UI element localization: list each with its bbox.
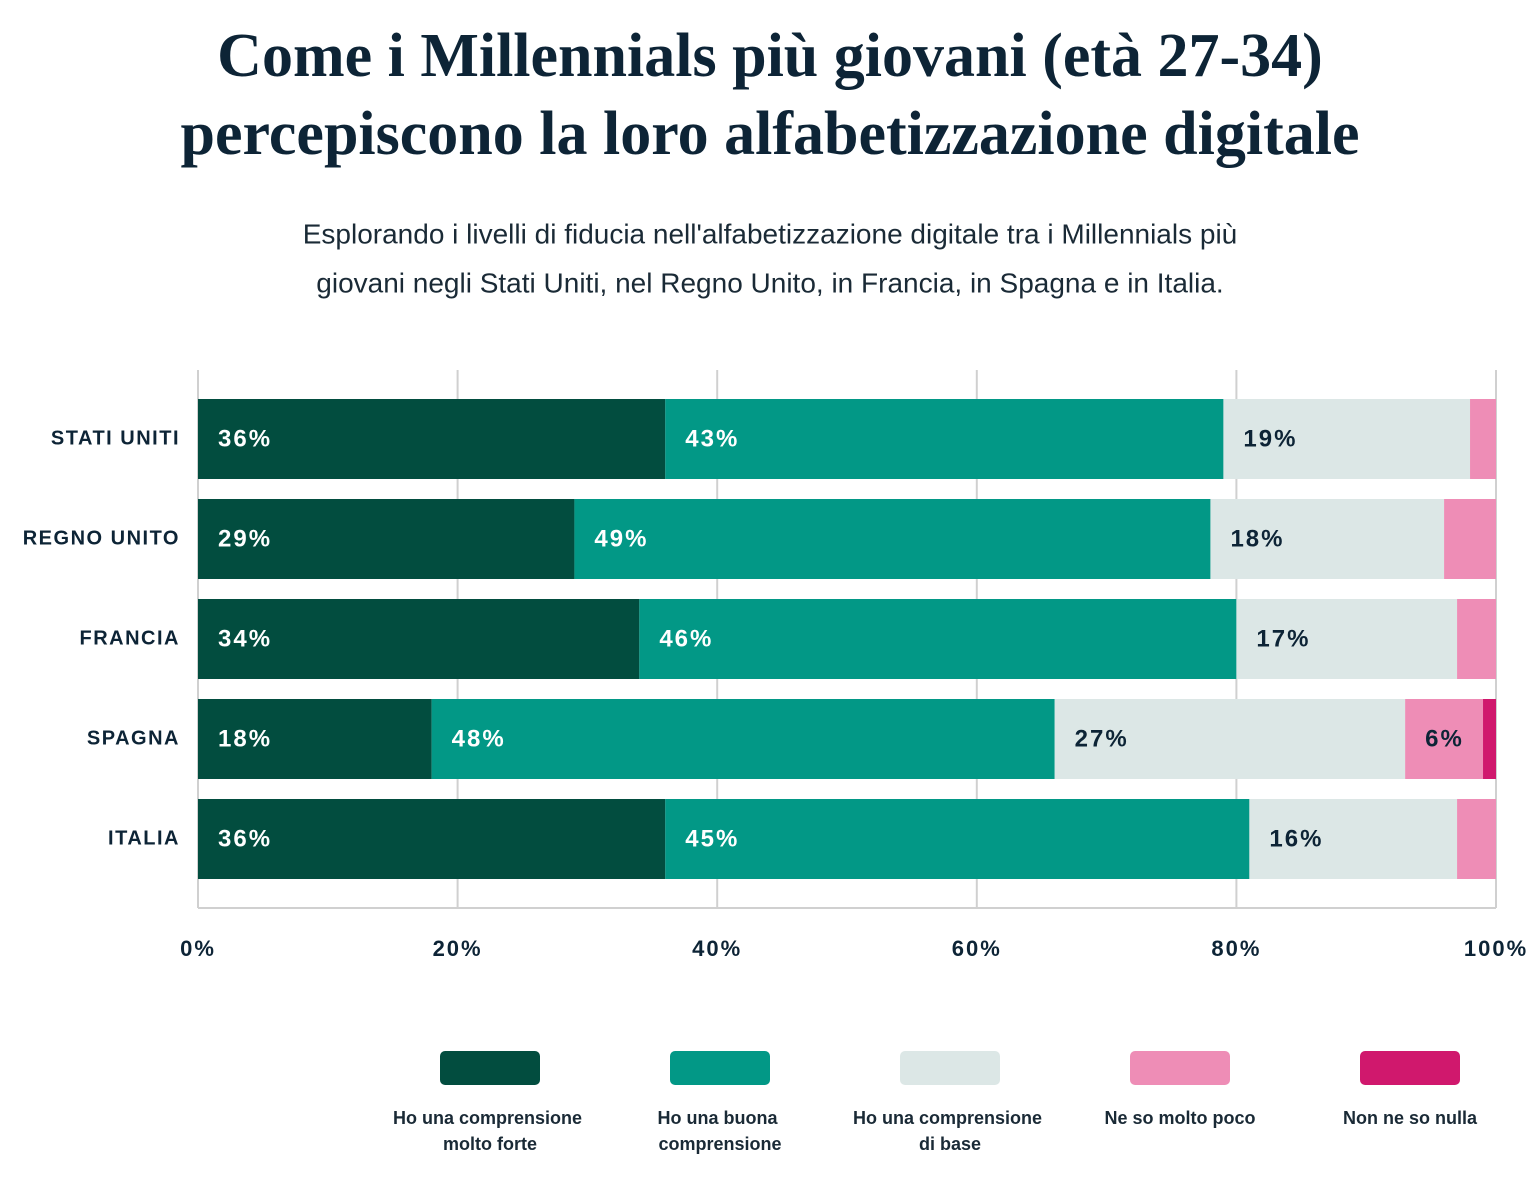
chart-subtitle: Esplorando i livelli di fiducia nell'alf… (303, 218, 1238, 249)
data-label: 43% (685, 425, 739, 452)
bar-segment (1405, 699, 1484, 779)
bar-segment (1210, 499, 1445, 579)
chart-title: percepiscono la loro alfabetizzazione di… (181, 100, 1360, 168)
legend-swatch (900, 1051, 1000, 1085)
y-tick-label: FRANCIA (80, 627, 181, 649)
bar-segment (1470, 399, 1496, 479)
data-label: 6% (1425, 725, 1464, 752)
bar-segment (1054, 699, 1406, 779)
data-label: 27% (1075, 725, 1129, 752)
x-tick-label: 60% (952, 936, 1002, 961)
legend-swatch (670, 1051, 770, 1085)
bar-segment (198, 699, 432, 779)
x-tick-label: 20% (433, 936, 483, 961)
data-label: 16% (1269, 825, 1323, 852)
bar-segment (1223, 399, 1471, 479)
bar-segment (1236, 599, 1458, 679)
data-label: 45% (685, 825, 739, 852)
bar-segment (1457, 799, 1496, 879)
data-label: 18% (1230, 525, 1284, 552)
bar-segment (665, 799, 1250, 879)
data-label: 49% (594, 525, 648, 552)
data-label: 18% (218, 725, 272, 752)
data-label: 36% (218, 425, 272, 452)
data-label: 17% (1256, 625, 1310, 652)
chart-subtitle: giovani negli Stati Uniti, nel Regno Uni… (316, 267, 1223, 298)
data-label: 34% (218, 625, 272, 652)
legend-swatch (1360, 1051, 1460, 1085)
bar-segment (198, 499, 575, 579)
bar-segment (665, 399, 1224, 479)
bar-segment (198, 799, 666, 879)
bar-segment (431, 699, 1055, 779)
data-label: 36% (218, 825, 272, 852)
x-tick-label: 40% (692, 936, 742, 961)
data-label: 48% (452, 725, 506, 752)
legend-label: Non ne so nulla (1343, 1108, 1478, 1128)
data-label: 46% (659, 625, 713, 652)
bar-segment (1249, 799, 1458, 879)
bar-segment (1483, 699, 1496, 779)
x-tick-label: 80% (1211, 936, 1261, 961)
legend-label: Ho una comprensione di base (853, 1108, 1047, 1154)
legend-swatch (1130, 1051, 1230, 1085)
legend-label: Ho una comprensione molto forte (393, 1108, 587, 1154)
data-label: 19% (1243, 425, 1297, 452)
bar-segment (1457, 599, 1496, 679)
x-tick-label: 100% (1464, 936, 1528, 961)
y-tick-label: ITALIA (108, 827, 180, 849)
y-tick-label: SPAGNA (87, 727, 180, 749)
chart-title: Come i Millennials più giovani (età 27-3… (217, 22, 1323, 90)
bar-segment (198, 399, 666, 479)
y-tick-label: REGNO UNITO (23, 527, 180, 549)
data-label: 29% (218, 525, 272, 552)
legend-swatch (440, 1051, 540, 1085)
legend-label: Ne so molto poco (1104, 1108, 1255, 1128)
bar-segment (198, 599, 640, 679)
bar-segment (574, 499, 1211, 579)
x-tick-label: 0% (180, 936, 216, 961)
legend-label: Ho una buona comprensione (658, 1108, 783, 1154)
bar-segment (1444, 499, 1496, 579)
bar-segment (639, 599, 1237, 679)
y-tick-label: STATI UNITI (51, 427, 180, 449)
